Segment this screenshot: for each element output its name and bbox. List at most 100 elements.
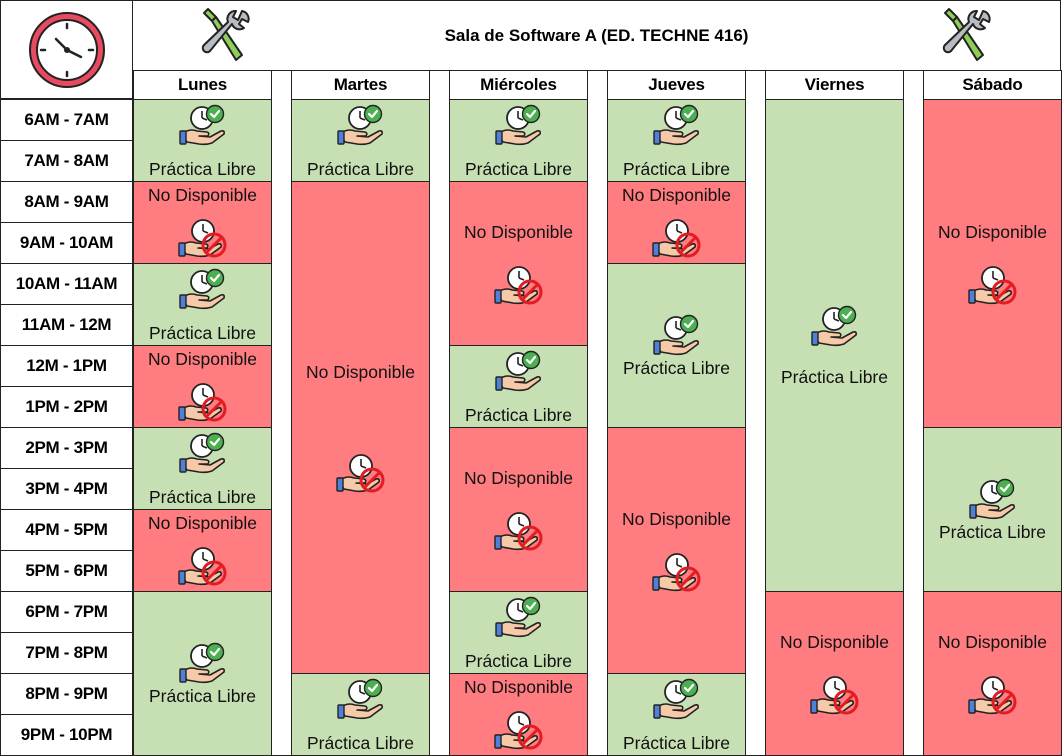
- tools-icon: [201, 8, 250, 61]
- time-slot-label: 3PM - 4PM: [0, 468, 133, 510]
- free-practice-block: Práctica Libre: [449, 591, 588, 674]
- status-label: Práctica Libre: [307, 733, 414, 753]
- status-label: No Disponible: [780, 631, 889, 652]
- column-spacer: [429, 70, 450, 756]
- time-slot-text: 5PM - 6PM: [25, 561, 108, 580]
- time-slot-label: 1PM - 2PM: [0, 386, 133, 428]
- status-label: Práctica Libre: [623, 357, 730, 378]
- unavailable-block: No Disponible: [607, 181, 746, 264]
- unavailable-block: No Disponible: [449, 427, 588, 592]
- time-slot-label: 11AM - 12M: [0, 304, 133, 346]
- status-label: No Disponible: [464, 221, 573, 242]
- time-slot-label: 2PM - 3PM: [0, 427, 133, 469]
- hand-clock-check-icon: [178, 432, 225, 474]
- time-slot-text: 8AM - 9AM: [24, 192, 109, 211]
- hand-clock-check-icon: [810, 305, 857, 346]
- status-label: Práctica Libre: [623, 733, 730, 753]
- hand-clock-check-icon: [494, 104, 541, 146]
- unavailable-block: No Disponible: [607, 427, 746, 674]
- hand-clock-blocked-icon: [177, 219, 226, 258]
- free-practice-block: Práctica Libre: [133, 99, 272, 182]
- unavailable-block: No Disponible: [291, 181, 430, 674]
- time-slot-label: 12M - 1PM: [0, 345, 133, 387]
- clock-cell: [0, 0, 133, 99]
- hand-clock-blocked-icon: [651, 552, 700, 591]
- free-practice-block: Práctica Libre: [449, 99, 588, 182]
- time-slot-label: 7PM - 8PM: [0, 632, 133, 674]
- day-header: Sábado: [923, 70, 1062, 100]
- unavailable-block: No Disponible: [449, 673, 588, 756]
- status-label: Práctica Libre: [465, 405, 572, 425]
- hand-clock-check-icon: [178, 268, 225, 310]
- time-slot-text: 6PM - 7PM: [25, 602, 108, 621]
- status-label: Práctica Libre: [623, 159, 730, 179]
- hand-clock-blocked-icon: [809, 675, 858, 714]
- free-practice-block: Práctica Libre: [923, 427, 1062, 592]
- time-slot-text: 12M - 1PM: [26, 356, 107, 375]
- unavailable-block: No Disponible: [765, 591, 904, 756]
- day-header: Miércoles: [449, 70, 588, 100]
- time-slot-label: 8PM - 9PM: [0, 673, 133, 715]
- status-label: Práctica Libre: [149, 487, 256, 507]
- time-slot-text: 1PM - 2PM: [25, 397, 108, 416]
- free-practice-block: Práctica Libre: [133, 591, 272, 756]
- column-spacer: [271, 70, 292, 756]
- status-label: No Disponible: [938, 631, 1047, 652]
- free-practice-block: Práctica Libre: [607, 99, 746, 182]
- time-slot-text: 4PM - 5PM: [25, 520, 108, 539]
- hand-clock-blocked-icon: [177, 383, 226, 422]
- title-cell: Sala de Software A (ED. TECHNE 416): [132, 0, 1061, 71]
- free-practice-block: Práctica Libre: [607, 263, 746, 428]
- clock-icon: [28, 11, 105, 88]
- free-practice-block: Práctica Libre: [291, 673, 430, 756]
- time-slot-text: 7PM - 8PM: [25, 643, 108, 662]
- time-slot-label: 6AM - 7AM: [0, 99, 133, 141]
- free-practice-block: Práctica Libre: [765, 99, 904, 592]
- page-title: Sala de Software A (ED. TECHNE 416): [444, 25, 749, 45]
- hand-clock-check-icon: [494, 596, 541, 638]
- unavailable-block: No Disponible: [923, 99, 1062, 428]
- hand-clock-blocked-icon: [335, 453, 384, 492]
- status-label: Práctica Libre: [149, 685, 256, 706]
- status-label: No Disponible: [148, 349, 257, 369]
- column-spacer: [903, 70, 924, 756]
- time-slot-text: 9PM - 10PM: [20, 725, 113, 744]
- day-name: Martes: [333, 75, 388, 94]
- time-slot-text: 11AM - 12M: [21, 315, 112, 334]
- status-label: Práctica Libre: [939, 521, 1046, 542]
- free-practice-block: Práctica Libre: [133, 427, 272, 510]
- time-slot-label: 8AM - 9AM: [0, 181, 133, 223]
- free-practice-block: Práctica Libre: [291, 99, 430, 182]
- status-label: No Disponible: [464, 677, 573, 697]
- column-spacer: [745, 70, 766, 756]
- time-slot-label: 9AM - 10AM: [0, 222, 133, 264]
- status-label: No Disponible: [148, 513, 257, 533]
- unavailable-block: No Disponible: [133, 181, 272, 264]
- hand-clock-check-icon: [178, 642, 225, 683]
- status-label: Práctica Libre: [781, 366, 888, 387]
- status-label: Práctica Libre: [149, 323, 256, 343]
- status-label: No Disponible: [622, 185, 731, 205]
- time-slot-text: 6AM - 7AM: [24, 110, 109, 129]
- day-header: Jueves: [607, 70, 746, 100]
- time-slot-label: 4PM - 5PM: [0, 509, 133, 551]
- time-slot-label: 7AM - 8AM: [0, 140, 133, 182]
- status-label: Práctica Libre: [465, 159, 572, 179]
- day-name: Viernes: [804, 75, 865, 94]
- hand-clock-blocked-icon: [651, 219, 700, 258]
- free-practice-block: Práctica Libre: [133, 263, 272, 346]
- hand-clock-check-icon: [968, 478, 1015, 519]
- hand-clock-blocked-icon: [493, 511, 542, 550]
- unavailable-block: No Disponible: [133, 345, 272, 428]
- time-slot-label: 10AM - 11AM: [0, 263, 133, 305]
- status-label: No Disponible: [464, 467, 573, 488]
- time-slot-text: 9AM - 10AM: [19, 233, 114, 252]
- status-label: No Disponible: [148, 185, 257, 205]
- day-header: Martes: [291, 70, 430, 100]
- time-slot-text: 2PM - 3PM: [25, 438, 108, 457]
- hand-clock-check-icon: [178, 104, 225, 146]
- hand-clock-check-icon: [494, 350, 541, 392]
- hand-clock-blocked-icon: [177, 547, 226, 586]
- day-name: Lunes: [177, 75, 228, 94]
